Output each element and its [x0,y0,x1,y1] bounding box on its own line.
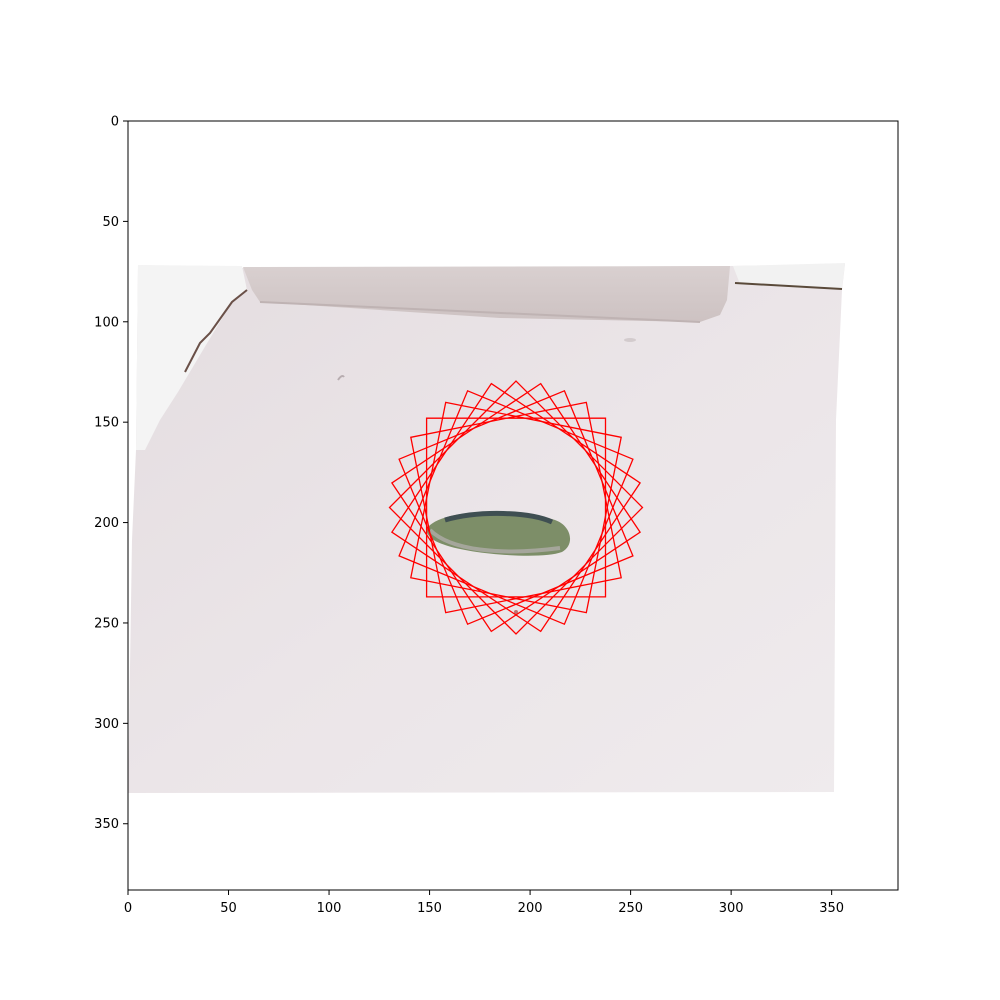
x-tick-label: 350 [819,901,844,916]
y-tick-label: 0 [111,115,119,130]
x-tick-label: 250 [618,901,643,916]
rotated-square [390,382,642,633]
x-tick-label: 100 [317,901,342,916]
axes-frame [127,120,899,891]
rotated-square [410,401,622,614]
rotated-square [425,417,607,598]
x-axis: 0 50 100 150 200 250 300 350 [124,890,844,916]
y-tick-label: 50 [102,215,119,230]
y-tick-label: 100 [94,315,119,330]
rotated-square [398,389,634,626]
y-tick-label: 300 [94,717,119,732]
bounding-rotations-overlay [388,380,644,635]
rotated-square [388,380,644,635]
y-axis: 0 50 100 150 200 250 300 350 [94,115,128,832]
x-tick-label: 150 [417,901,442,916]
shadow-blob [426,510,571,556]
x-tick-label: 300 [719,901,744,916]
y-tick-label: 350 [94,817,119,832]
x-tick-label: 0 [124,901,132,916]
rotated-square [410,401,622,614]
y-tick-label: 200 [94,516,119,531]
rotated-square [398,389,634,626]
paper-corner-right [733,263,845,288]
y-tick-label: 250 [94,616,119,631]
y-tick-label: 150 [94,416,119,431]
rotated-square [390,382,642,633]
box-edge [243,266,730,322]
photo-region [128,263,845,793]
x-tick-label: 200 [518,901,543,916]
x-tick-label: 50 [220,901,237,916]
